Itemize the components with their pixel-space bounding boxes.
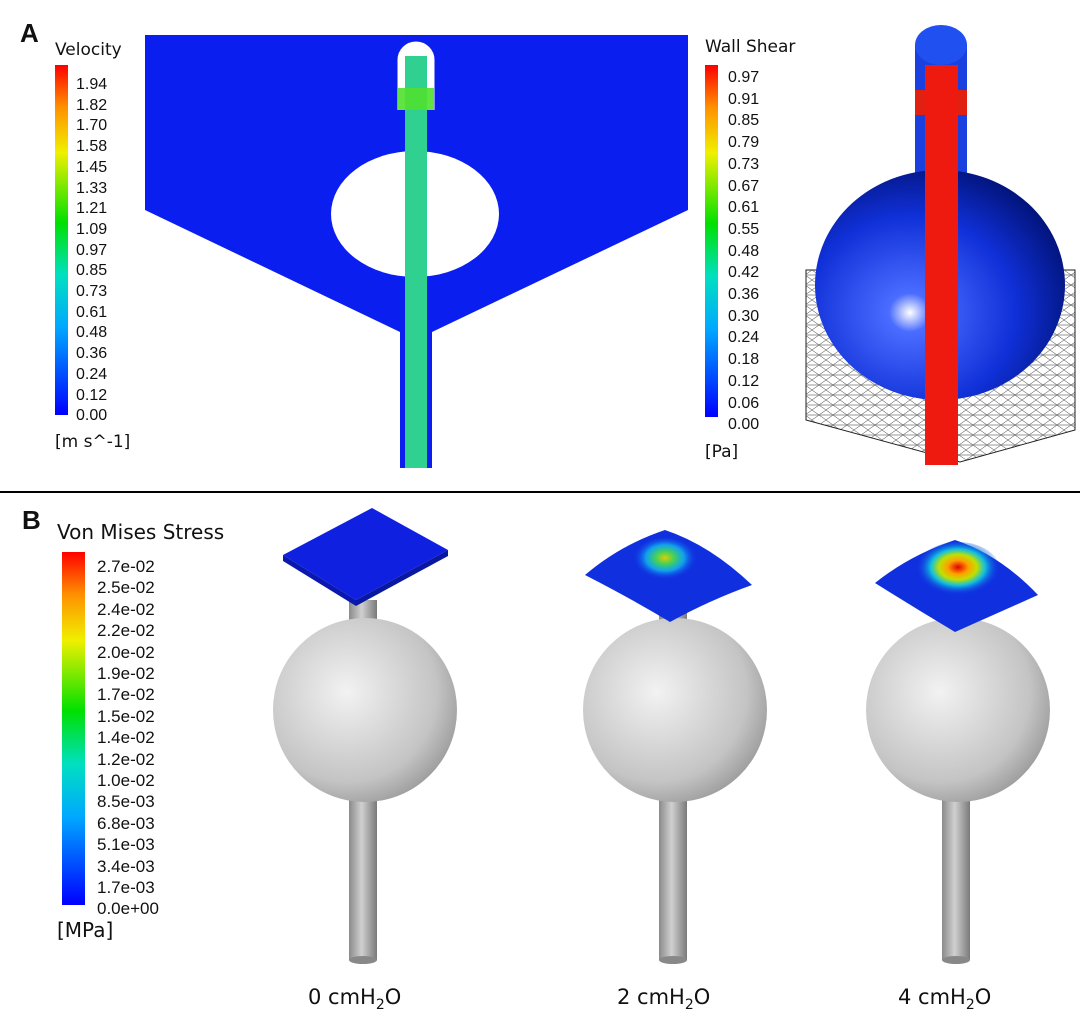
tick-label: 1.33 — [76, 179, 108, 197]
tick-label: 1.09 — [76, 220, 108, 238]
caption-4-cmh2o: 4 cmH2O — [898, 985, 992, 1014]
high-velocity-jet — [398, 88, 434, 110]
wall-shear-unit: [Pa] — [705, 442, 739, 462]
tick-label: 0.42 — [728, 264, 760, 282]
inlet-tube-high-shear — [925, 65, 958, 465]
tick-label: 1.21 — [76, 200, 108, 218]
tick-label: 1.45 — [76, 158, 108, 176]
tick-label: 8.5e-03 — [97, 792, 155, 812]
tick-label: 0.97 — [728, 69, 760, 86]
tick-label: 0.00 — [728, 416, 760, 434]
inlet-tube-flow — [405, 56, 427, 468]
tick-label: 0.73 — [728, 155, 760, 173]
stress-unit: [MPa] — [57, 918, 114, 942]
tick-label: 0.73 — [76, 283, 108, 300]
wall-shear-title: Wall Shear — [705, 37, 796, 57]
velocity-unit: [m s^-1] — [55, 432, 131, 452]
tick-label: 0.85 — [76, 262, 108, 280]
tick-label: 0.12 — [76, 386, 108, 404]
caption-2-cmh2o: 2 cmH2O — [617, 985, 711, 1014]
neck-top — [915, 25, 967, 65]
tick-label: 0.61 — [76, 303, 108, 321]
tick-label: 0.24 — [76, 365, 108, 383]
panel-b-label: B — [22, 505, 41, 535]
tick-label: 1.70 — [76, 117, 108, 135]
tick-label: 0.61 — [728, 199, 760, 217]
model-4-cmh2o — [866, 540, 1050, 964]
tick-label: 0.06 — [728, 394, 760, 412]
tick-label: 2.0e-02 — [97, 642, 155, 662]
tick-label: 1.5e-02 — [97, 706, 155, 726]
tick-label: 0.67 — [728, 177, 760, 195]
panel-a-label: A — [20, 18, 39, 48]
velocity-title: Velocity — [55, 40, 122, 60]
tick-label: 0.91 — [728, 90, 760, 108]
stress-title: Von Mises Stress — [57, 520, 225, 544]
tick-label: 2.2e-02 — [97, 621, 155, 641]
tick-label: 5.1e-03 — [97, 835, 155, 855]
wall-shear-colorbar — [705, 65, 718, 417]
tick-label: 1.9e-02 — [97, 664, 155, 683]
model-0-cmh2o — [273, 508, 457, 964]
tick-label: 0.30 — [728, 307, 760, 325]
tick-label: 0.0e+00 — [97, 899, 159, 919]
tick-label: 1.58 — [76, 138, 108, 156]
tick-label: 1.7e-03 — [97, 878, 155, 897]
tick-label: 3.4e-03 — [97, 856, 155, 876]
stress-colorbar — [62, 552, 85, 905]
tick-label: 0.79 — [728, 134, 760, 152]
tick-label: 0.18 — [728, 351, 760, 369]
tick-label: 0.55 — [728, 220, 760, 238]
tick-label: 1.94 — [76, 76, 108, 93]
tick-label: 1.82 — [76, 96, 108, 114]
tick-label: 0.36 — [76, 345, 108, 363]
tick-label: 0.97 — [76, 241, 108, 259]
tick-label: 0.48 — [76, 324, 108, 342]
tick-label: 2.5e-02 — [97, 578, 155, 598]
tick-label: 1.0e-02 — [97, 771, 155, 790]
tick-label: 0.36 — [728, 286, 760, 303]
tick-label: 0.85 — [728, 112, 760, 130]
caption-0-cmh2o: 0 cmH2O — [308, 985, 402, 1014]
tick-label: 1.7e-02 — [97, 685, 155, 705]
tick-label: 0.12 — [728, 372, 760, 390]
tick-label: 1.2e-02 — [97, 749, 155, 769]
tick-label: 2.7e-02 — [97, 557, 155, 576]
tick-label: 0.00 — [76, 407, 108, 425]
tick-label: 6.8e-03 — [97, 813, 155, 833]
tick-label: 0.48 — [728, 242, 760, 260]
velocity-colorbar — [55, 65, 68, 415]
model-2-cmh2o — [583, 530, 767, 964]
tick-label: 2.4e-02 — [97, 599, 155, 619]
tick-label: 1.4e-02 — [97, 728, 155, 748]
tick-label: 0.24 — [728, 329, 760, 347]
